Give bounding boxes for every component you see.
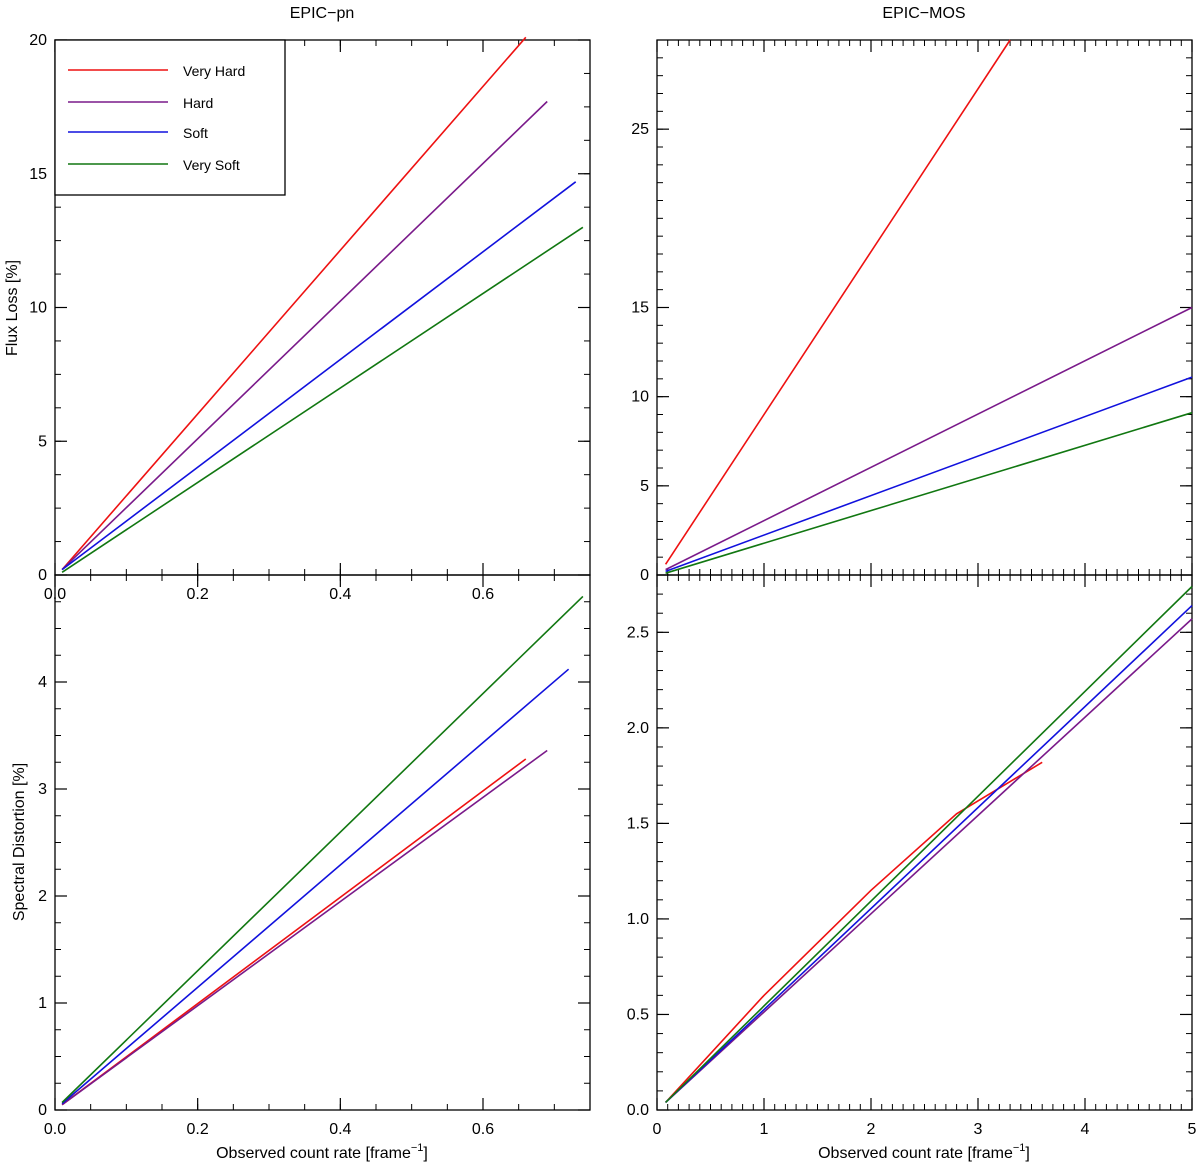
series-line-hard <box>61 100 548 571</box>
x-tick-label: 5 <box>1188 1121 1197 1138</box>
series-line-very-soft <box>61 595 584 1104</box>
plot-frame <box>54 574 591 1111</box>
ylabel-spectral-distortion: Spectral Distortion [%] <box>11 763 28 921</box>
x-tick-label: 1 <box>760 1121 769 1138</box>
x-tick-label: 0.4 <box>329 586 351 603</box>
series-line-soft <box>665 605 1193 1103</box>
y-tick-label: 15 <box>631 300 649 317</box>
y-tick-label: 3 <box>38 781 47 798</box>
y-tick-label: 1 <box>38 995 47 1012</box>
series-line-hard <box>61 749 548 1106</box>
y-tick-label: 2.0 <box>627 720 649 737</box>
x-tick-label: 0.2 <box>187 1121 209 1138</box>
xlabel-mos: Observed count rate [frame−1] <box>818 1142 1030 1162</box>
series-line-very-hard <box>664 39 1011 565</box>
y-tick-label: 0.5 <box>627 1006 649 1023</box>
series-line-very-hard <box>61 36 527 571</box>
x-tick-label: 2 <box>867 1121 876 1138</box>
legend-label-soft: Soft <box>183 125 208 141</box>
ylabel-flux-loss: Flux Loss [%] <box>4 260 21 356</box>
series-line-hard <box>665 618 1193 1103</box>
y-tick-label: 5 <box>38 433 47 450</box>
legend: Very Hard Hard Soft Very Soft <box>54 39 286 196</box>
title-epic-mos: EPIC−MOS <box>882 5 965 22</box>
series-line-very-soft <box>665 585 1193 1103</box>
legend-box <box>54 39 286 196</box>
x-tick-label: 0 <box>653 1121 662 1138</box>
legend-label-hard: Hard <box>183 95 213 111</box>
y-tick-label: 2.5 <box>627 624 649 641</box>
series-line-very-soft <box>665 411 1193 574</box>
y-tick-label: 4 <box>38 674 47 691</box>
series-line-very-soft <box>61 226 584 573</box>
xlabel-pn: Observed count rate [frame−1] <box>216 1142 428 1162</box>
series-line-soft <box>61 181 577 571</box>
panel-mos-spectral-distortion: 0 1 2 3 4 5 0.0 0.5 1.0 1.5 2.0 2.5 <box>627 574 1197 1138</box>
legend-label-very-hard: Very Hard <box>183 63 245 79</box>
title-epic-pn: EPIC−pn <box>290 5 354 22</box>
x-tick-label: 3 <box>974 1121 983 1138</box>
x-tick-label: 0.6 <box>472 1121 494 1138</box>
y-tick-label: 0 <box>38 1102 47 1119</box>
y-tick-label: 10 <box>29 300 47 317</box>
y-tick-label: 5 <box>640 478 649 495</box>
x-tick-label: 0.2 <box>187 586 209 603</box>
x-tick-label: 0.6 <box>472 586 494 603</box>
y-tick-label: 20 <box>29 32 47 49</box>
y-tick-label: 0 <box>38 567 47 584</box>
x-tick-label: 0.0 <box>44 1121 66 1138</box>
y-tick-label: 0.0 <box>627 1102 649 1119</box>
panel-pn-spectral-distortion: 0.0 0.2 0.4 0.6 0 1 2 3 4 <box>38 574 591 1138</box>
y-tick-label: 2 <box>38 888 47 905</box>
y-tick-label: 15 <box>29 166 47 183</box>
legend-label-very-soft: Very Soft <box>183 157 240 173</box>
series-line-soft <box>665 376 1193 573</box>
series-line-very-hard <box>61 758 527 1106</box>
y-tick-label: 25 <box>631 121 649 138</box>
y-tick-label: 10 <box>631 389 649 406</box>
y-tick-label: 1.0 <box>627 911 649 928</box>
series-line-very-hard <box>665 761 1043 1103</box>
series-line-hard <box>665 306 1193 571</box>
x-tick-label: 4 <box>1081 1121 1090 1138</box>
panel-mos-flux-loss: 0 5 10 15 25 <box>631 39 1193 584</box>
y-tick-label: 0 <box>640 567 649 584</box>
series-line-soft <box>61 668 570 1105</box>
x-tick-label: 0.4 <box>329 1121 351 1138</box>
y-tick-label: 1.5 <box>627 815 649 832</box>
